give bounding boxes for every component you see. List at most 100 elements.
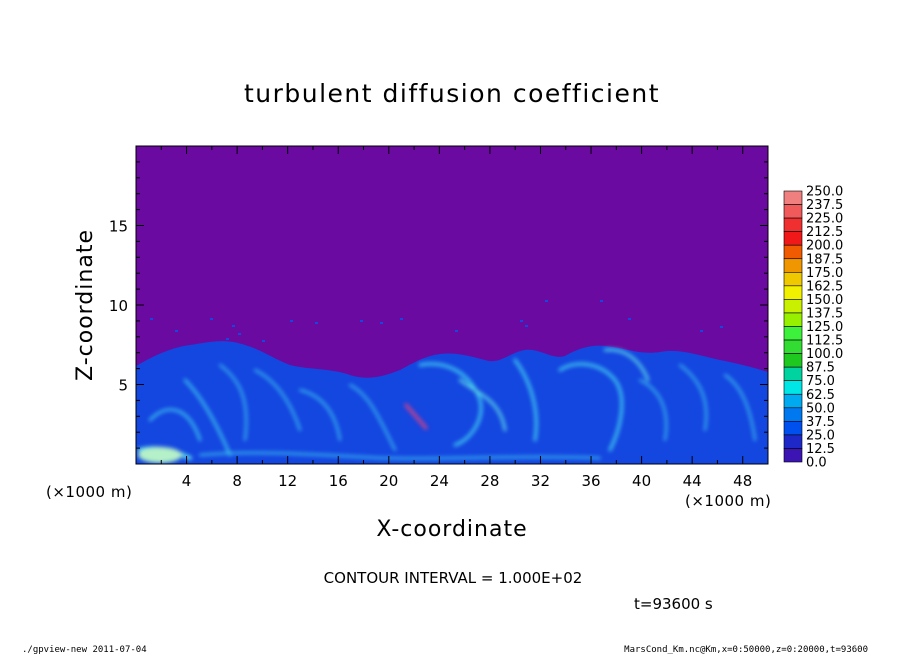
turbulence-speck xyxy=(600,300,603,302)
chart-title: turbulent diffusion coefficient xyxy=(244,79,660,108)
colorbar-swatch xyxy=(783,190,803,205)
x-tick-label: 28 xyxy=(480,472,499,490)
turbulence-speck xyxy=(360,320,363,322)
turbulence-speck xyxy=(315,322,318,324)
turbulence-streak xyxy=(349,384,396,451)
colorbar-swatch xyxy=(783,353,803,368)
colorbar-label: 212.5 xyxy=(806,225,843,240)
colorbar-swatch xyxy=(783,407,803,422)
colorbar-swatch xyxy=(783,285,803,300)
y-axis-label: Z-coordinate xyxy=(73,229,98,381)
turbulence-streak xyxy=(254,369,301,431)
colorbar-label: 237.5 xyxy=(806,198,843,213)
colorbar-label: 187.5 xyxy=(806,252,843,267)
x-tick-label: 20 xyxy=(379,472,398,490)
time-label: t=93600 s xyxy=(634,595,713,613)
y-tick-label: 10 xyxy=(109,297,128,315)
colorbar-swatch xyxy=(783,380,803,395)
plot-area xyxy=(136,146,768,464)
colorbar-label: 75.0 xyxy=(806,374,835,389)
colorbar-swatch xyxy=(783,366,803,381)
x-tick-label: 40 xyxy=(632,472,651,490)
turbulence-blob xyxy=(138,447,182,463)
turbulence-specks xyxy=(150,300,723,342)
turbulence-streak xyxy=(724,374,756,441)
y-tick-label: 5 xyxy=(118,377,128,395)
turbulence-speck xyxy=(175,330,178,332)
turbulence-streak xyxy=(679,364,708,431)
y-tick-label: 15 xyxy=(109,218,128,236)
turbulence-speck xyxy=(720,326,723,328)
turbulence-speck xyxy=(380,322,383,324)
x-tick-label: 44 xyxy=(683,472,702,490)
colorbar-label: 100.0 xyxy=(806,347,843,362)
x-tick-label: 48 xyxy=(733,472,752,490)
turbulence-speck xyxy=(226,338,229,340)
colorbar-label: 150.0 xyxy=(806,293,843,308)
turbulence-speck xyxy=(520,320,523,322)
x-axis-label: X-coordinate xyxy=(376,517,527,542)
turbulence-speck xyxy=(210,318,213,320)
colorbar-label: 25.0 xyxy=(806,428,835,443)
colorbar-label: 12.5 xyxy=(806,442,835,457)
colorbar-label: 112.5 xyxy=(806,334,843,349)
turbulence-streak xyxy=(148,408,202,442)
colorbar-label: 37.5 xyxy=(806,415,835,430)
x-tick-label: 24 xyxy=(430,472,449,490)
colorbar-label: 62.5 xyxy=(806,388,835,403)
turbulence-speck xyxy=(525,325,528,327)
colorbar-label: 50.0 xyxy=(806,401,835,416)
turbulence-streak xyxy=(219,364,248,441)
contour-interval: CONTOUR INTERVAL = 1.000E+02 xyxy=(324,569,583,587)
footer-left: ./gpview-new 2011-07-04 xyxy=(22,645,147,654)
turbulence-speck xyxy=(150,318,153,320)
turbulence-streak xyxy=(513,358,538,442)
colorbar-swatch xyxy=(783,339,803,354)
colorbar-label: 162.5 xyxy=(806,279,843,294)
colorbar-swatch xyxy=(783,312,803,327)
colorbar-swatch xyxy=(783,204,803,219)
turbulence-streak xyxy=(558,362,624,452)
x-tick-label: 32 xyxy=(531,472,550,490)
colorbar-label: 175.0 xyxy=(806,266,843,281)
turbulence-speck xyxy=(232,325,235,327)
turbulence-streak xyxy=(458,378,507,432)
turbulence-speck xyxy=(400,318,403,320)
colorbar-label: 137.5 xyxy=(806,306,843,321)
turbulence-speck xyxy=(262,340,265,342)
turbulence-speck xyxy=(290,320,293,322)
turbulence-speck xyxy=(545,300,548,302)
colorbar-swatch xyxy=(783,326,803,341)
colorbar-label: 200.0 xyxy=(806,239,843,254)
colorbar-swatch xyxy=(783,244,803,260)
x-tick-label: 8 xyxy=(232,472,242,490)
colorbar-swatch xyxy=(783,299,803,314)
x-axis: 4 8 12 16 20 24 28 32 36 40 44 48 xyxy=(160,146,752,490)
turbulence-streak-high xyxy=(404,403,428,430)
colorbar-label: 0.0 xyxy=(806,456,827,471)
colorbar-swatch xyxy=(783,258,803,273)
colorbar-swatch xyxy=(783,231,803,246)
x-axis-unit-left: (×1000 m) xyxy=(46,483,132,501)
colorbar-label: 125.0 xyxy=(806,320,843,335)
turbulence-speck xyxy=(628,318,631,320)
colorbar-label: 225.0 xyxy=(806,212,843,227)
turbulence-streak xyxy=(603,348,650,382)
y-axis: 5 10 15 xyxy=(109,161,768,449)
colorbar: 250.0237.5225.0212.5200.0187.5175.0162.5… xyxy=(783,185,843,471)
colorbar-swatch xyxy=(783,217,803,232)
x-tick-label: 4 xyxy=(182,472,192,490)
x-tick-label: 16 xyxy=(329,472,348,490)
x-axis-unit-right: (×1000 m) xyxy=(685,492,771,510)
colorbar-swatch xyxy=(783,393,803,409)
colorbar-swatch xyxy=(783,271,803,287)
colorbar-swatch xyxy=(783,434,803,449)
turbulence-speck xyxy=(700,330,703,332)
turbulent-layer xyxy=(136,341,768,464)
footer-right: MarsCond_Km.nc@Km,x=0:50000,z=0:20000,t=… xyxy=(624,645,868,654)
turbulence-speck xyxy=(238,333,241,335)
turbulence-streak xyxy=(418,362,483,447)
turbulence-streak xyxy=(639,379,668,441)
colorbar-swatch xyxy=(783,421,803,436)
